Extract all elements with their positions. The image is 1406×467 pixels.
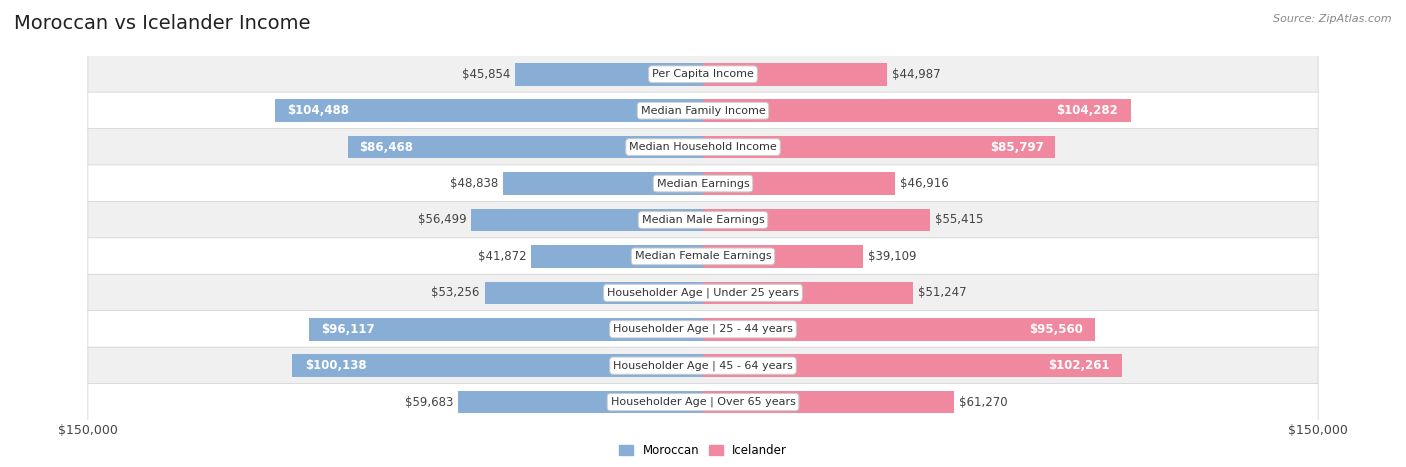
Text: Householder Age | 25 - 44 years: Householder Age | 25 - 44 years bbox=[613, 324, 793, 334]
Text: $100,138: $100,138 bbox=[305, 359, 367, 372]
Text: $86,468: $86,468 bbox=[359, 141, 413, 154]
FancyBboxPatch shape bbox=[87, 128, 1319, 166]
Text: $41,872: $41,872 bbox=[478, 250, 526, 263]
Text: Householder Age | Under 25 years: Householder Age | Under 25 years bbox=[607, 288, 799, 298]
Text: Median Earnings: Median Earnings bbox=[657, 178, 749, 189]
Text: $96,117: $96,117 bbox=[321, 323, 374, 336]
Bar bbox=[703, 354, 1122, 377]
Text: Householder Age | Over 65 years: Householder Age | Over 65 years bbox=[610, 397, 796, 407]
Text: $55,415: $55,415 bbox=[935, 213, 984, 226]
Text: $48,838: $48,838 bbox=[450, 177, 498, 190]
FancyBboxPatch shape bbox=[87, 347, 1319, 384]
Text: $59,683: $59,683 bbox=[405, 396, 453, 409]
Text: $104,282: $104,282 bbox=[1056, 104, 1118, 117]
FancyBboxPatch shape bbox=[87, 201, 1319, 239]
Text: $51,247: $51,247 bbox=[918, 286, 967, 299]
Text: Median Male Earnings: Median Male Earnings bbox=[641, 215, 765, 225]
Bar bbox=[349, 136, 703, 158]
Text: $46,916: $46,916 bbox=[900, 177, 949, 190]
Bar bbox=[471, 209, 703, 231]
Text: Per Capita Income: Per Capita Income bbox=[652, 69, 754, 79]
FancyBboxPatch shape bbox=[87, 238, 1319, 275]
Text: $104,488: $104,488 bbox=[287, 104, 349, 117]
Bar bbox=[292, 354, 703, 377]
Text: Moroccan vs Icelander Income: Moroccan vs Icelander Income bbox=[14, 14, 311, 33]
Bar bbox=[458, 391, 703, 413]
Text: $102,261: $102,261 bbox=[1047, 359, 1109, 372]
Bar bbox=[703, 282, 912, 304]
FancyBboxPatch shape bbox=[87, 383, 1319, 421]
Text: $44,987: $44,987 bbox=[893, 68, 941, 81]
Bar bbox=[703, 172, 896, 195]
FancyBboxPatch shape bbox=[87, 56, 1319, 93]
Text: $95,560: $95,560 bbox=[1029, 323, 1083, 336]
Bar bbox=[515, 63, 703, 85]
Text: $53,256: $53,256 bbox=[432, 286, 479, 299]
Bar bbox=[703, 391, 955, 413]
Bar bbox=[309, 318, 703, 340]
Text: Median Household Income: Median Household Income bbox=[628, 142, 778, 152]
Text: $56,499: $56,499 bbox=[418, 213, 467, 226]
Bar bbox=[703, 245, 863, 268]
Text: Median Family Income: Median Family Income bbox=[641, 106, 765, 116]
Bar bbox=[485, 282, 703, 304]
Bar bbox=[703, 99, 1130, 122]
FancyBboxPatch shape bbox=[87, 311, 1319, 348]
Text: $61,270: $61,270 bbox=[959, 396, 1008, 409]
Bar bbox=[503, 172, 703, 195]
Text: $39,109: $39,109 bbox=[869, 250, 917, 263]
Bar bbox=[703, 318, 1095, 340]
Text: Householder Age | 45 - 64 years: Householder Age | 45 - 64 years bbox=[613, 361, 793, 371]
Text: Source: ZipAtlas.com: Source: ZipAtlas.com bbox=[1274, 14, 1392, 24]
FancyBboxPatch shape bbox=[87, 165, 1319, 202]
Legend: Moroccan, Icelander: Moroccan, Icelander bbox=[614, 439, 792, 462]
FancyBboxPatch shape bbox=[87, 274, 1319, 311]
Text: $85,797: $85,797 bbox=[991, 141, 1045, 154]
Text: $45,854: $45,854 bbox=[461, 68, 510, 81]
Text: Median Female Earnings: Median Female Earnings bbox=[634, 251, 772, 262]
Bar bbox=[274, 99, 703, 122]
Bar bbox=[703, 209, 931, 231]
FancyBboxPatch shape bbox=[87, 92, 1319, 129]
Bar bbox=[703, 63, 887, 85]
Bar bbox=[703, 136, 1054, 158]
Bar bbox=[531, 245, 703, 268]
